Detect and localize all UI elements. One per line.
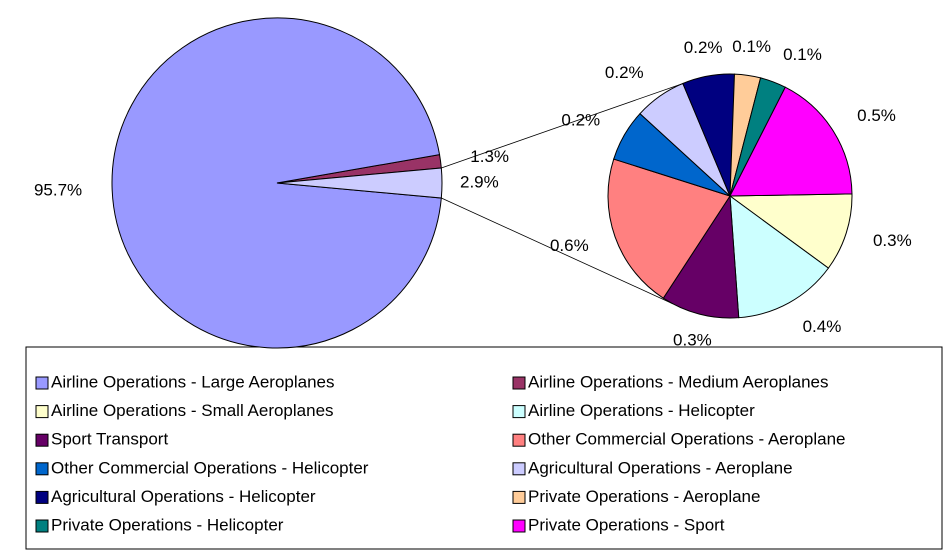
legend-swatch	[512, 376, 526, 390]
legend-swatch	[35, 519, 49, 533]
pie-slice	[276, 167, 443, 199]
data-label: 0.3%	[673, 331, 712, 350]
data-label: 0.2%	[605, 63, 644, 82]
connector-line	[441, 83, 683, 169]
legend-swatch	[35, 405, 49, 419]
data-label: 0.1%	[783, 45, 822, 64]
pie-slice	[729, 194, 830, 319]
pie-slice	[662, 194, 740, 319]
connector-line	[441, 197, 673, 305]
legend-label: Other Commercial Operations - Aeroplane	[528, 430, 845, 449]
legend-label: Private Operations - Aeroplane	[528, 487, 760, 506]
legend-label: Airline Operations - Small Aeroplanes	[51, 401, 334, 420]
data-label: 0.5%	[857, 106, 896, 125]
legend-label: Private Operations - Sport	[528, 515, 725, 534]
legend-swatch	[35, 376, 49, 390]
data-label: 0.1%	[732, 37, 771, 56]
data-label: 95.7%	[34, 180, 82, 199]
data-label: 0.2%	[684, 38, 723, 57]
legend-swatch	[512, 405, 526, 419]
legend-label: Agricultural Operations - Helicopter	[51, 487, 316, 506]
legend-swatch	[512, 462, 526, 476]
pie-slice	[728, 193, 853, 269]
legend-label: Other Commercial Operations - Helicopter	[51, 458, 369, 477]
pie-slice	[111, 17, 442, 349]
legend-label: Sport Transport	[51, 430, 168, 449]
legend-swatch	[35, 462, 49, 476]
data-label: 2.9%	[460, 172, 499, 191]
pie-slice	[607, 158, 731, 299]
legend-label: Private Operations - Helicopter	[51, 515, 284, 534]
legend-label: Airline Operations - Large Aeroplanes	[51, 372, 335, 391]
data-label: 0.3%	[873, 231, 912, 250]
data-label: 0.2%	[561, 110, 600, 129]
legend-swatch	[35, 490, 49, 504]
legend-label: Airline Operations - Medium Aeroplanes	[528, 372, 828, 391]
legend-swatch	[512, 490, 526, 504]
data-label: 0.4%	[803, 317, 842, 336]
data-label: 0.6%	[550, 236, 589, 255]
legend-swatch	[512, 519, 526, 533]
legend-label: Airline Operations - Helicopter	[528, 401, 755, 420]
pie-slice	[729, 86, 853, 197]
legend-swatch	[512, 433, 526, 447]
legend-box	[25, 346, 943, 550]
legend-label: Agricultural Operations - Aeroplane	[528, 458, 793, 477]
legend-swatch	[35, 433, 49, 447]
data-label: 1.3%	[470, 147, 509, 166]
